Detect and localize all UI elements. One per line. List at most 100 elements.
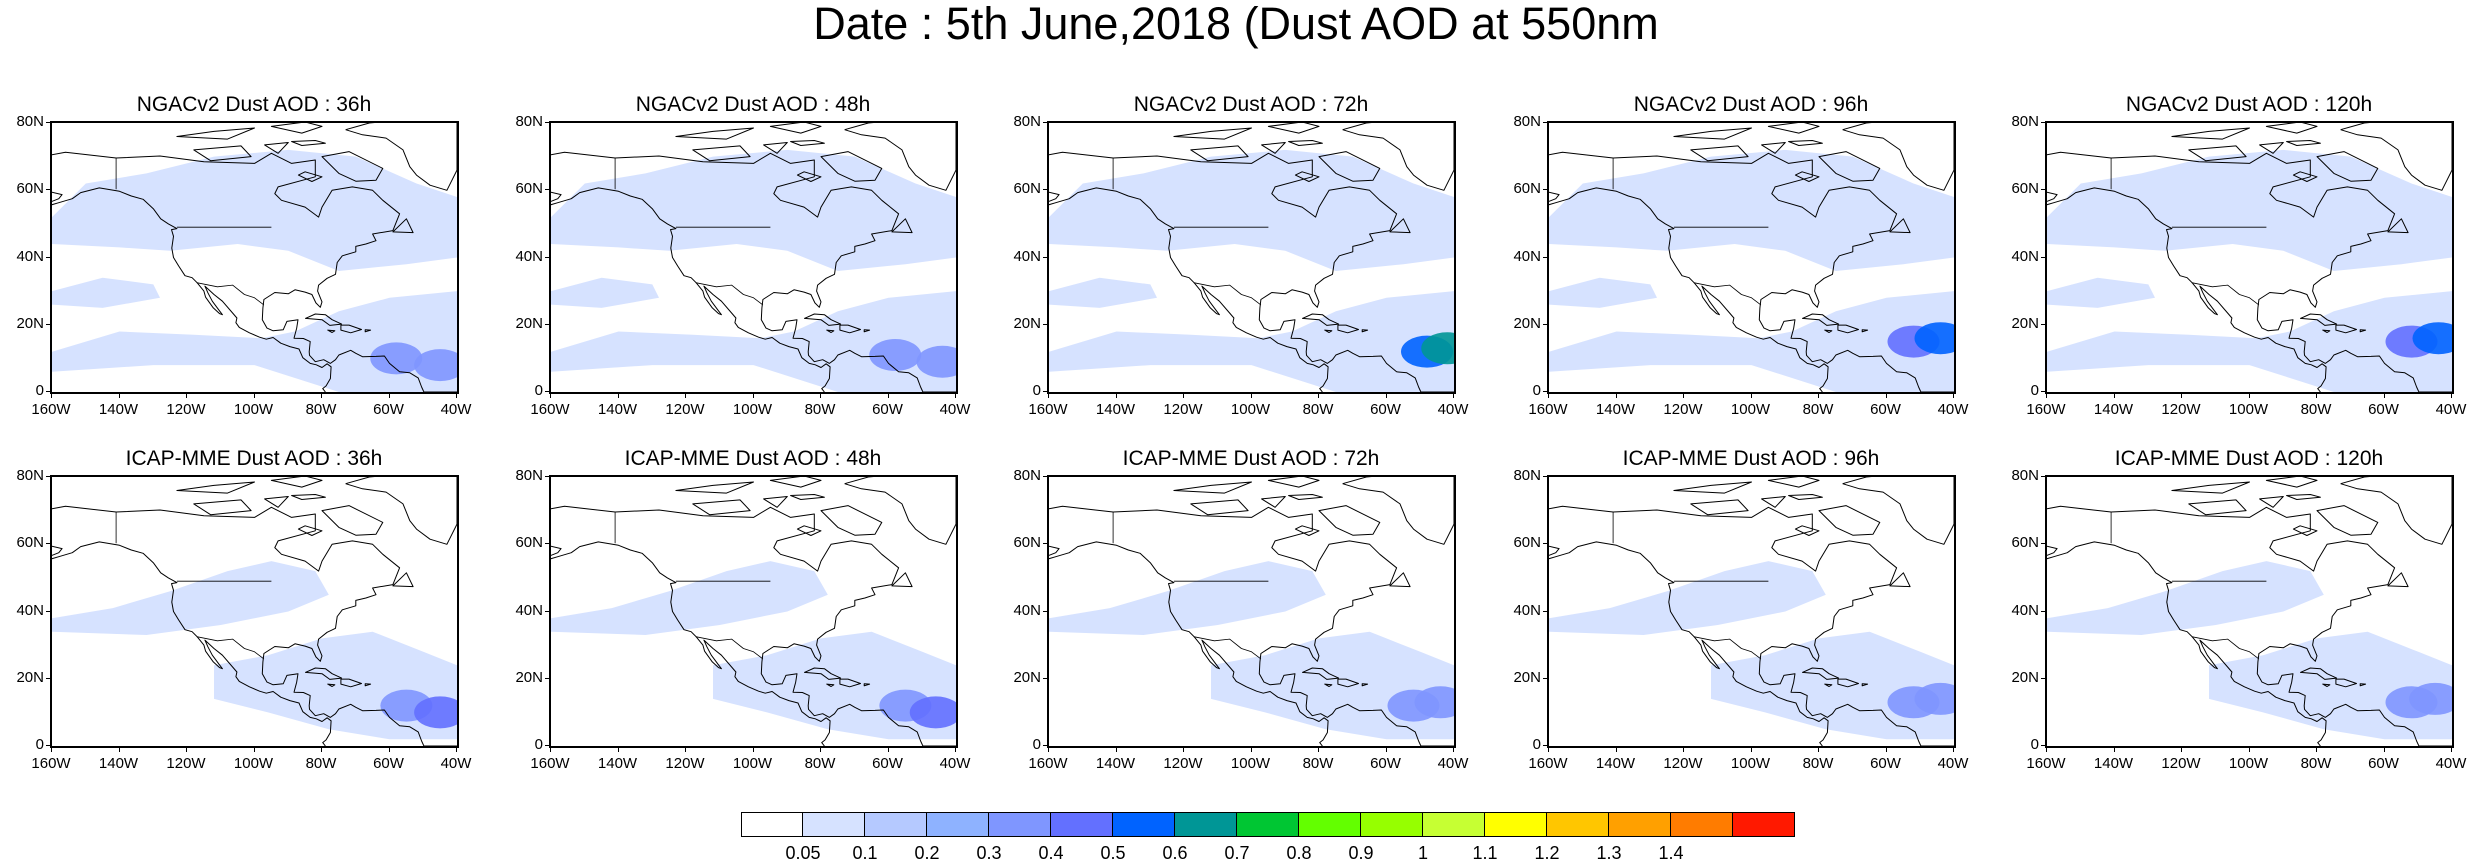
lat-tick-label: 0 bbox=[35, 736, 44, 753]
dust-haze-region bbox=[551, 291, 956, 392]
lat-tick-mark bbox=[1543, 323, 1547, 325]
lat-tick-label: 20N bbox=[1013, 668, 1041, 686]
lat-tick-label: 60N bbox=[2011, 534, 2039, 552]
dust-aod-map bbox=[1549, 477, 1954, 746]
lon-tick-mark bbox=[1318, 748, 1319, 752]
lon-tick-label: 100W bbox=[1730, 401, 1771, 418]
lon-tick-mark bbox=[1818, 394, 1819, 398]
colorbar-swatch bbox=[1360, 812, 1423, 837]
island-outline bbox=[321, 505, 384, 536]
lon-tick-mark bbox=[752, 748, 754, 752]
lon-tick-mark bbox=[321, 748, 322, 752]
island-outline bbox=[270, 477, 323, 488]
colorbar-swatch bbox=[1546, 812, 1609, 837]
island-outline bbox=[270, 123, 323, 134]
island-outline bbox=[2265, 477, 2318, 488]
lon-tick-label: 80W bbox=[1802, 401, 1834, 418]
colorbar-swatch bbox=[1484, 812, 1547, 837]
island-outline bbox=[2171, 127, 2250, 140]
lat-tick-label: 60N bbox=[16, 180, 44, 198]
lon-tick-mark bbox=[1115, 748, 1117, 752]
lat-tick-label: 80N bbox=[16, 467, 44, 484]
island-outline bbox=[1802, 313, 1840, 326]
lat-tick-label: 80N bbox=[515, 467, 543, 484]
lon-tick-label: 40W bbox=[2435, 755, 2467, 772]
island-outline bbox=[1318, 505, 1381, 536]
island-outline bbox=[2335, 324, 2357, 334]
coastline bbox=[2047, 505, 2452, 746]
lon-tick-label: 160W bbox=[1528, 755, 1568, 772]
lon-tick-label: 40W bbox=[939, 401, 971, 418]
coastline bbox=[1549, 505, 1954, 746]
lat-tick-mark bbox=[1043, 610, 1047, 612]
dust-haze-region bbox=[1211, 631, 1454, 740]
lat-tick-mark bbox=[2041, 189, 2045, 191]
island-outline bbox=[1337, 324, 1359, 334]
lon-tick-mark bbox=[2181, 394, 2182, 398]
island-outline bbox=[1294, 171, 1320, 182]
island-outline bbox=[1761, 142, 1786, 154]
lat-tick-label: 40N bbox=[1513, 601, 1541, 619]
lon-tick-label: 60W bbox=[872, 401, 903, 418]
lon-tick-mark bbox=[456, 748, 457, 752]
lon-tick-mark bbox=[2383, 394, 2385, 398]
dust-aod-map bbox=[2047, 123, 2452, 392]
panel-title: ICAP-MME Dust AOD : 36h bbox=[125, 447, 383, 470]
lat-tick-mark bbox=[1543, 256, 1547, 258]
lat-tick-label: 0 bbox=[35, 382, 44, 399]
lat-tick-mark bbox=[1543, 122, 1547, 123]
island-outline bbox=[1288, 140, 1323, 146]
country-border bbox=[2191, 282, 2260, 306]
lon-tick-label: 80W bbox=[2300, 401, 2332, 418]
lon-tick-mark bbox=[2248, 394, 2250, 398]
lat-tick-mark bbox=[46, 189, 50, 191]
coastline bbox=[551, 541, 831, 746]
island-outline bbox=[321, 151, 384, 182]
lon-tick-mark bbox=[1953, 748, 1954, 752]
lat-tick-label: 60N bbox=[2011, 180, 2039, 198]
lon-tick-label: 120W bbox=[166, 401, 206, 418]
lon-tick-label: 60W bbox=[1870, 401, 1901, 418]
dust-haze-region bbox=[2047, 291, 2452, 392]
island-outline bbox=[392, 218, 414, 234]
island-outline bbox=[1337, 678, 1359, 688]
island-outline bbox=[1861, 329, 1869, 333]
dust-haze-region bbox=[52, 149, 457, 271]
island-outline bbox=[2300, 667, 2338, 680]
colorbar-swatch bbox=[1298, 812, 1361, 837]
lat-tick-mark bbox=[545, 391, 549, 392]
lon-tick-label: 100W bbox=[1230, 755, 1271, 772]
island-outline bbox=[1389, 572, 1411, 588]
lat-tick-mark bbox=[2041, 543, 2045, 545]
lon-tick-label: 140W bbox=[1595, 755, 1636, 772]
lon-tick-mark bbox=[388, 394, 390, 398]
island-outline bbox=[305, 667, 343, 680]
lat-tick-mark bbox=[2041, 610, 2045, 612]
lat-tick-label: 0 bbox=[1532, 736, 1541, 753]
island-outline bbox=[297, 171, 323, 182]
lat-tick-mark bbox=[46, 323, 50, 325]
lon-tick-mark bbox=[1048, 748, 1049, 752]
lon-tick-label: 80W bbox=[305, 755, 337, 772]
lon-tick-mark bbox=[955, 748, 956, 752]
island-outline bbox=[804, 313, 842, 326]
dust-aod-map bbox=[551, 477, 956, 746]
panel-title: ICAP-MME Dust AOD : 96h bbox=[1622, 447, 1880, 470]
island-outline bbox=[1318, 151, 1381, 182]
coastline bbox=[1842, 123, 1954, 191]
lat-tick-label: 80N bbox=[1013, 467, 1041, 484]
island-outline bbox=[1767, 477, 1820, 488]
dust-haze-region bbox=[1711, 631, 1954, 740]
lon-tick-label: 160W bbox=[1528, 401, 1568, 418]
lat-tick-mark bbox=[46, 476, 50, 477]
lon-tick-label: 80W bbox=[804, 755, 836, 772]
lon-tick-mark bbox=[2451, 748, 2452, 752]
island-outline bbox=[826, 683, 835, 687]
colorbar-swatch bbox=[1050, 812, 1113, 837]
island-outline bbox=[1673, 127, 1752, 140]
lat-tick-label: 0 bbox=[1032, 382, 1041, 399]
colorbar-swatch bbox=[1670, 812, 1733, 837]
lon-tick-mark bbox=[617, 394, 619, 398]
island-outline bbox=[2387, 572, 2409, 588]
